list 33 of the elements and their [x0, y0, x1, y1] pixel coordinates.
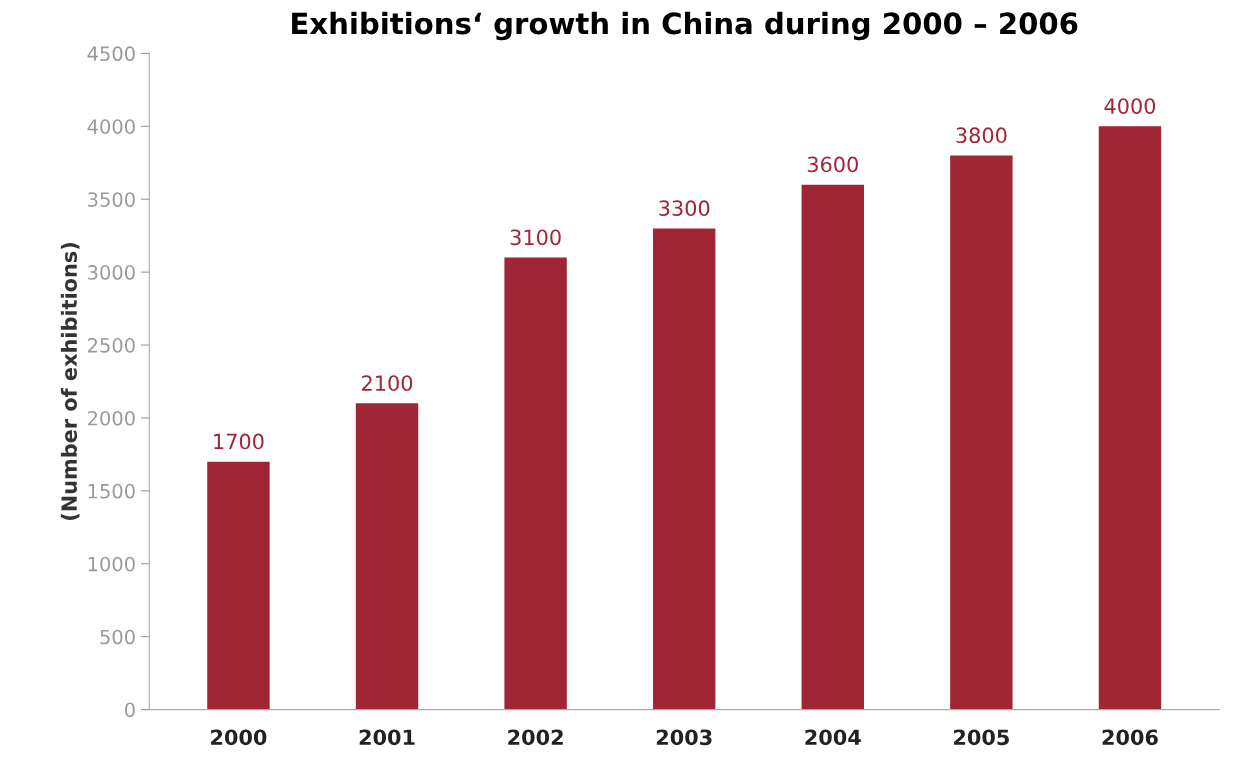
- data-label: 4000: [1104, 98, 1156, 114]
- y-tick-label: 500: [100, 629, 135, 645]
- y-tick-label: 2500: [88, 338, 135, 353]
- data-label: 3100: [510, 229, 561, 246]
- y-axis-title: (Number of exhibitions): [60, 243, 80, 520]
- x-tick-label: 2003: [656, 729, 712, 746]
- x-tick-label: 2002: [508, 729, 563, 746]
- y-tick-label: 1000: [88, 556, 135, 572]
- y-tick-label: 1500: [88, 483, 135, 499]
- data-label: 1700: [214, 433, 264, 450]
- data-label: 3300: [659, 200, 710, 217]
- data-label: 3600: [807, 156, 858, 173]
- x-tick-label: 2005: [954, 729, 1009, 746]
- bar: [355, 403, 419, 710]
- x-tick-label: 2001: [359, 729, 415, 746]
- y-tick-label: 3500: [88, 192, 135, 207]
- y-tick-label: 3000: [88, 265, 135, 280]
- y-tick-label: 2000: [88, 410, 135, 426]
- y-tick-label: 4000: [87, 119, 135, 134]
- bar: [504, 257, 567, 710]
- bar: [950, 155, 1013, 710]
- bar: [207, 461, 270, 710]
- y-tick-label: 4500: [87, 46, 135, 62]
- x-tick-label: 2004: [805, 729, 861, 746]
- chart-title: Exhibitions‘ growth in China during 2000 – 2006: [292, 11, 1078, 41]
- bar: [801, 184, 864, 710]
- bar: [653, 228, 716, 710]
- y-tick-label: 0: [125, 702, 135, 718]
- data-label: 2100: [362, 375, 413, 391]
- bar: [1098, 126, 1162, 710]
- x-tick-label: 2000: [211, 729, 267, 746]
- data-label: 3800: [956, 127, 1007, 144]
- x-tick-label: 2006: [1102, 729, 1158, 746]
